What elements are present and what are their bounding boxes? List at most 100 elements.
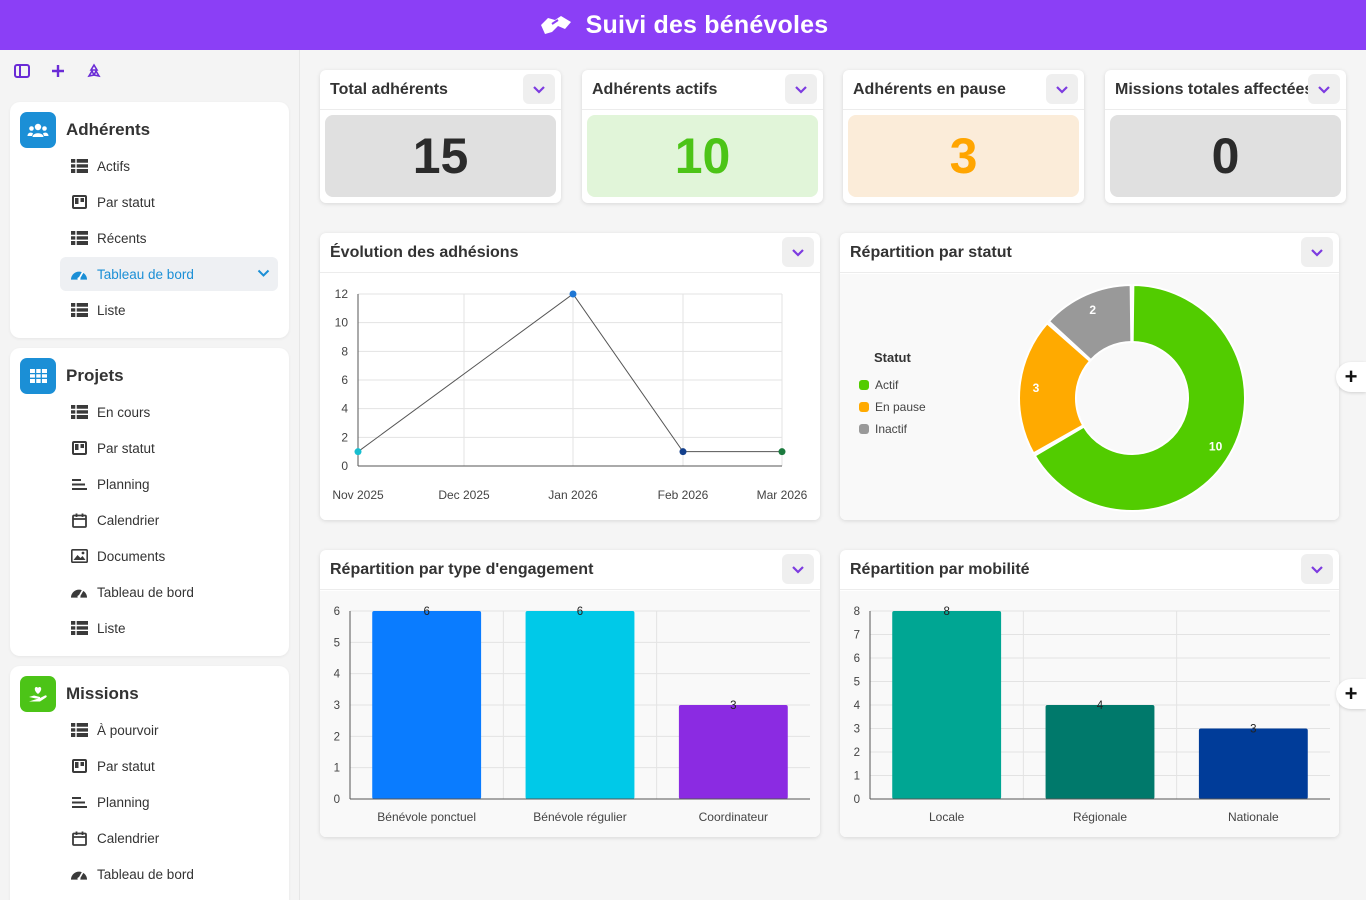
card-menu-button[interactable] xyxy=(1301,237,1333,267)
sidebar-item[interactable]: Liste xyxy=(60,611,278,645)
card-menu-button[interactable] xyxy=(782,237,814,267)
sidebar-item[interactable]: Calendrier xyxy=(60,503,278,537)
bar xyxy=(892,611,1002,799)
dashboard-icon xyxy=(70,266,88,282)
plus-icon xyxy=(52,65,64,77)
kanban-icon xyxy=(70,194,88,210)
donut-slice xyxy=(1033,283,1246,512)
sidebar-item[interactable]: Planning xyxy=(60,785,278,819)
sidebar-toolbar xyxy=(10,60,106,82)
y-tick-label: 1 xyxy=(334,763,340,775)
sidebar-item-label: Planning xyxy=(97,794,150,810)
nav-section-2: Missions À pourvoir Par statut Planning Cale… xyxy=(10,666,289,900)
x-tick-label: Bénévole régulier xyxy=(533,810,626,824)
sidebar-item[interactable]: Planning xyxy=(60,467,278,501)
kpi-title: Total adhérents xyxy=(330,81,448,98)
sidebar-item-label: Documents xyxy=(97,548,166,564)
bar-value-label: 3 xyxy=(730,700,736,712)
series-line xyxy=(357,293,782,453)
data-point xyxy=(679,448,687,456)
bar xyxy=(525,611,635,799)
image-icon xyxy=(70,548,88,564)
sidebar-item[interactable]: Par statut xyxy=(60,749,278,783)
legend-swatch xyxy=(859,380,869,390)
slice-value-label: 10 xyxy=(1209,439,1223,453)
card-title: Répartition par type d'engagement xyxy=(330,561,594,578)
kpi-card: Total adhérents 15 xyxy=(320,70,561,203)
panel-icon xyxy=(14,64,30,78)
y-tick-label: 2 xyxy=(854,747,860,759)
bar xyxy=(1198,728,1308,799)
card-menu-button[interactable] xyxy=(785,74,817,104)
add-widget-button[interactable]: + xyxy=(1336,362,1366,392)
legend-title: Statut xyxy=(874,350,912,365)
donut-slice xyxy=(1047,283,1133,362)
y-tick-label: 4 xyxy=(854,700,861,712)
slice-value-label: 2 xyxy=(1089,303,1096,317)
mobilite-bar-chart: 0 1 2 3 4 5 6 7 8 8 Locale 4 Régionale 3 Nationale xyxy=(854,606,1330,824)
y-tick-label: 8 xyxy=(341,344,348,358)
nav-section-header[interactable]: Projets xyxy=(20,358,124,394)
chevron-down-icon[interactable] xyxy=(257,266,270,281)
sidebar-item[interactable]: Tableau de bord xyxy=(60,575,278,609)
sidebar-item[interactable]: À pourvoir xyxy=(60,713,278,747)
card-title: Évolution des adhésions xyxy=(330,244,519,261)
x-tick-label: Régionale xyxy=(1073,810,1127,824)
sidebar-item[interactable]: Liste xyxy=(60,293,278,327)
statut-chart-card: Répartition par statut 10 3 2 Statut Actif En… xyxy=(840,233,1339,520)
sidebar-item[interactable]: Tableau de bord xyxy=(60,857,278,891)
kpi-value: 10 xyxy=(587,115,818,197)
add-button[interactable] xyxy=(46,60,70,82)
toggle-sidebar-button[interactable] xyxy=(10,60,34,82)
chevron-down-icon xyxy=(1311,248,1323,257)
kpi-value: 3 xyxy=(848,115,1079,197)
card-menu-button[interactable] xyxy=(1046,74,1078,104)
nav-section-header[interactable]: Missions xyxy=(20,676,139,712)
sidebar-item[interactable]: Récents xyxy=(60,221,278,255)
bar-value-label: 8 xyxy=(943,606,949,618)
sidebar-item[interactable]: Par statut xyxy=(60,431,278,465)
chevron-down-icon xyxy=(533,85,545,94)
table-icon xyxy=(70,722,88,738)
sidebar-item-label: Tableau de bord xyxy=(97,266,194,282)
sidebar-item[interactable]: Documents xyxy=(60,539,278,573)
sidebar-item-label: Par statut xyxy=(97,194,155,210)
sidebar-item-label: Tableau de bord xyxy=(97,866,194,882)
sidebar-item-label: Liste xyxy=(97,302,126,318)
y-tick-label: 5 xyxy=(854,677,860,689)
sidebar-item[interactable]: En cours xyxy=(60,395,278,429)
app-header: Suivi des bénévoles xyxy=(0,0,1366,50)
slice-value-label: 3 xyxy=(1033,381,1040,395)
chevron-down-icon xyxy=(1311,565,1323,574)
card-menu-button[interactable] xyxy=(1308,74,1340,104)
donut-chart: 10 3 2 Statut Actif En pause Inactif xyxy=(859,283,1246,512)
sidebar-item[interactable]: Actifs xyxy=(60,149,278,183)
sidebar-item[interactable]: Calendrier xyxy=(60,821,278,855)
line-chart: 0 2 4 6 8 10 12 Nov 2025 Dec 2025 Jan 2026 Feb 202… xyxy=(332,287,807,502)
data-point xyxy=(354,448,362,456)
data-point xyxy=(778,448,786,456)
y-tick-label: 3 xyxy=(854,724,860,736)
card-menu-button[interactable] xyxy=(782,554,814,584)
sidebar-item[interactable]: Par statut xyxy=(60,185,278,219)
card-menu-button[interactable] xyxy=(1301,554,1333,584)
nav-section-1: Projets En cours Par statut Planning Calendr… xyxy=(10,348,289,656)
sidebar-item-label: Calendrier xyxy=(97,512,160,528)
sidebar: Adhérents Actifs Par statut Récents Tableau … xyxy=(0,50,300,900)
y-tick-label: 4 xyxy=(334,669,341,681)
engagement-bar-chart: 0 1 2 3 4 5 6 6 Bénévole ponctuel 6 Bénévole régul… xyxy=(334,606,810,824)
y-tick-label: 6 xyxy=(334,606,340,618)
recycle-button[interactable] xyxy=(82,60,106,82)
sidebar-item-label: Récents xyxy=(97,230,147,246)
sidebar-item[interactable]: Tableau de bord xyxy=(60,257,278,291)
legend-label: En pause xyxy=(875,400,926,414)
calendar-icon xyxy=(70,512,88,528)
nav-section-header[interactable]: Adhérents xyxy=(20,112,150,148)
chevron-down-icon xyxy=(792,248,804,257)
legend-label: Inactif xyxy=(875,422,908,436)
card-menu-button[interactable] xyxy=(523,74,555,104)
sidebar-item-label: Actifs xyxy=(97,158,131,174)
bar xyxy=(372,611,482,799)
card-title: Répartition par mobilité xyxy=(850,561,1030,578)
add-widget-button[interactable]: + xyxy=(1336,679,1366,709)
